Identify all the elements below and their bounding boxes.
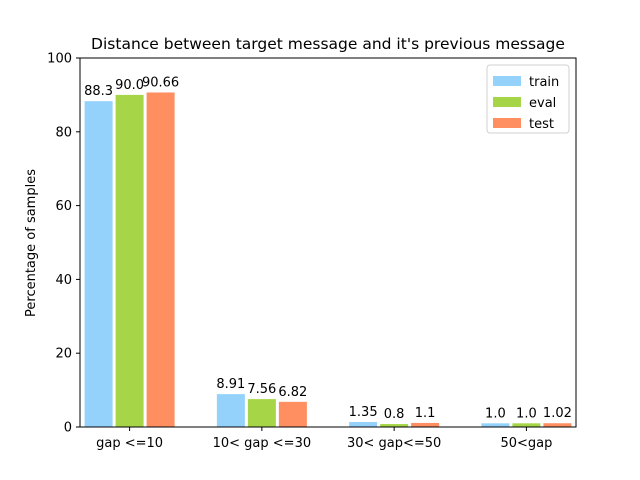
- bar-test: [278, 401, 307, 427]
- y-tick-label: 0: [64, 421, 72, 436]
- y-tick-label: 40: [55, 273, 72, 288]
- data-label-test: 1.02: [543, 406, 572, 421]
- y-axis-label: Percentage of samples: [24, 169, 39, 317]
- bar-train: [216, 394, 245, 427]
- legend-swatch-test: [493, 118, 521, 128]
- data-label-train: 1.35: [349, 405, 378, 420]
- data-label-test: 90.66: [142, 75, 179, 90]
- y-tick-label: 60: [55, 199, 72, 214]
- legend-label-eval: eval: [529, 96, 556, 111]
- data-label-eval: 90.0: [115, 78, 144, 93]
- axes-frame: [79, 57, 577, 428]
- data-label-train: 8.91: [216, 377, 245, 392]
- plot-area: 88.3 90.090.66 8.91 7.56 6.82 1.35 0.8 1.1 1.0 1.…: [84, 75, 572, 428]
- x-tick-label: gap <=10: [96, 436, 163, 451]
- data-label-eval: 0.8: [384, 407, 405, 422]
- bar-train: [84, 101, 113, 427]
- data-label-train: 88.3: [84, 84, 113, 99]
- bar-eval: [380, 424, 409, 427]
- data-label-test: 1.1: [415, 406, 436, 421]
- bar-eval: [512, 423, 541, 427]
- bar-train: [481, 423, 510, 427]
- bar-eval: [115, 94, 144, 428]
- legend-label-train: train: [529, 75, 559, 90]
- bar-train: [349, 422, 378, 427]
- legend-swatch-train: [493, 76, 521, 86]
- legend-swatch-eval: [493, 97, 521, 107]
- y-tick-label: 20: [55, 347, 72, 362]
- x-tick-label: 30< gap<=50: [347, 436, 441, 451]
- data-label-train: 1.0: [485, 406, 506, 421]
- data-label-test: 6.82: [278, 385, 307, 400]
- y-tick-label: 80: [55, 125, 72, 140]
- y-tick-label: 100: [47, 52, 72, 67]
- legend-label-test: test: [529, 117, 554, 132]
- bar-test: [411, 422, 440, 427]
- x-tick-label: 10< gap <=30: [213, 436, 312, 451]
- data-label-eval: 7.56: [247, 382, 276, 397]
- bar-eval: [247, 399, 276, 427]
- x-tick-label: 50<gap: [500, 436, 552, 451]
- bar-test: [543, 423, 572, 427]
- bar-test: [146, 92, 175, 427]
- legend: train eval test: [486, 64, 570, 134]
- chart-title: Distance between target message and it's…: [91, 35, 565, 53]
- data-label-eval: 1.0: [516, 406, 537, 421]
